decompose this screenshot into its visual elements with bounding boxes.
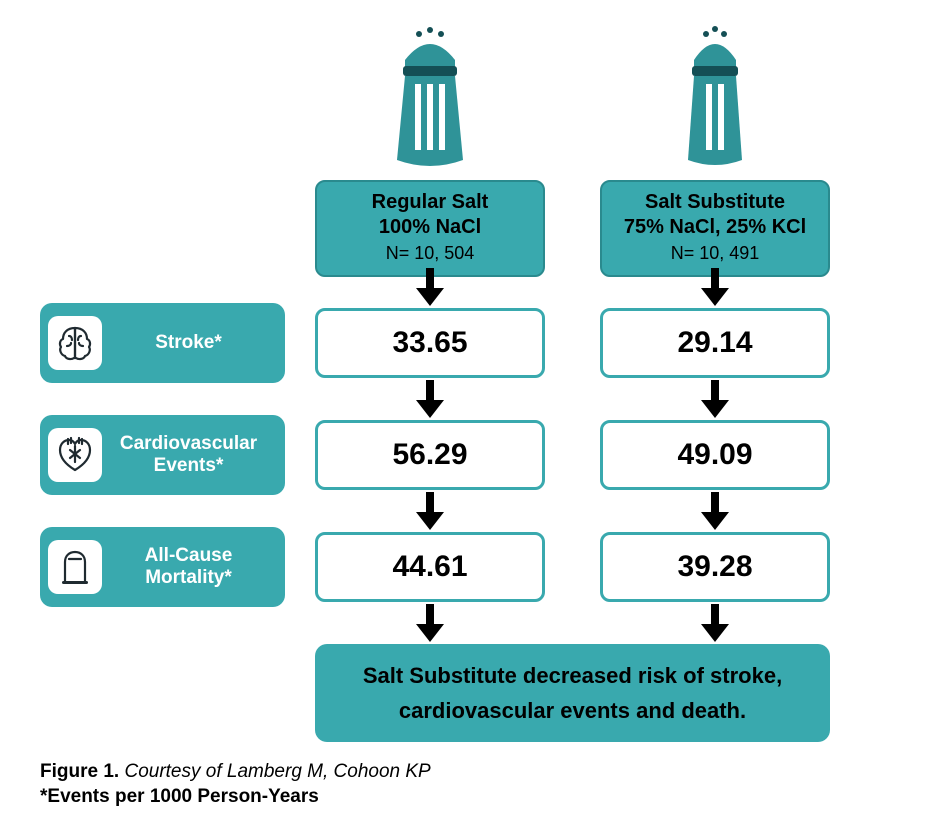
column-subtitle: 75% NaCl, 25% KCl [606, 215, 824, 240]
outcome-label-stroke: Stroke* [40, 303, 285, 383]
arrow-down-icon [701, 492, 729, 530]
value-regular-cardio: 56.29 [315, 420, 545, 490]
figure-credit: Courtesy of Lamberg M, Cohoon KP [124, 761, 430, 782]
arrow-down-icon [701, 268, 729, 306]
column-title: Salt Substitute [606, 190, 824, 215]
outcome-label-cardio: Cardiovascular Events* [40, 415, 285, 495]
outcome-label-text: Cardiovascular Events* [102, 433, 275, 477]
column-n: N= 10, 491 [606, 242, 824, 265]
arrow-down-icon [416, 268, 444, 306]
conclusion-box: Salt Substitute decreased risk of stroke… [315, 644, 830, 742]
outcome-label-text: Stroke* [102, 332, 275, 354]
salt-shaker-icon [375, 20, 485, 175]
value-substitute-cardio: 49.09 [600, 420, 830, 490]
arrow-down-icon [701, 604, 729, 642]
figure-footnote: *Events per 1000 Person-Years [40, 784, 431, 810]
tombstone-icon [48, 540, 102, 594]
arrow-down-icon [416, 380, 444, 418]
outcome-label-mortality: All-Cause Mortality* [40, 527, 285, 607]
value-regular-mortality: 44.61 [315, 532, 545, 602]
value-substitute-stroke: 29.14 [600, 308, 830, 378]
column-n: N= 10, 504 [321, 242, 539, 265]
value-regular-stroke: 33.65 [315, 308, 545, 378]
figure-label: Figure 1. [40, 761, 119, 782]
brain-icon [48, 316, 102, 370]
column-header-regular: Regular Salt 100% NaCl N= 10, 504 [315, 180, 545, 277]
column-title: Regular Salt [321, 190, 539, 215]
value-substitute-mortality: 39.28 [600, 532, 830, 602]
figure-caption: Figure 1. Courtesy of Lamberg M, Cohoon … [40, 759, 431, 810]
column-header-substitute: Salt Substitute 75% NaCl, 25% KCl N= 10,… [600, 180, 830, 277]
salt-shaker-icon [660, 20, 770, 175]
outcome-label-text: All-Cause Mortality* [102, 545, 275, 589]
heart-icon [48, 428, 102, 482]
arrow-down-icon [701, 380, 729, 418]
arrow-down-icon [416, 492, 444, 530]
column-subtitle: 100% NaCl [321, 215, 539, 240]
arrow-down-icon [416, 604, 444, 642]
